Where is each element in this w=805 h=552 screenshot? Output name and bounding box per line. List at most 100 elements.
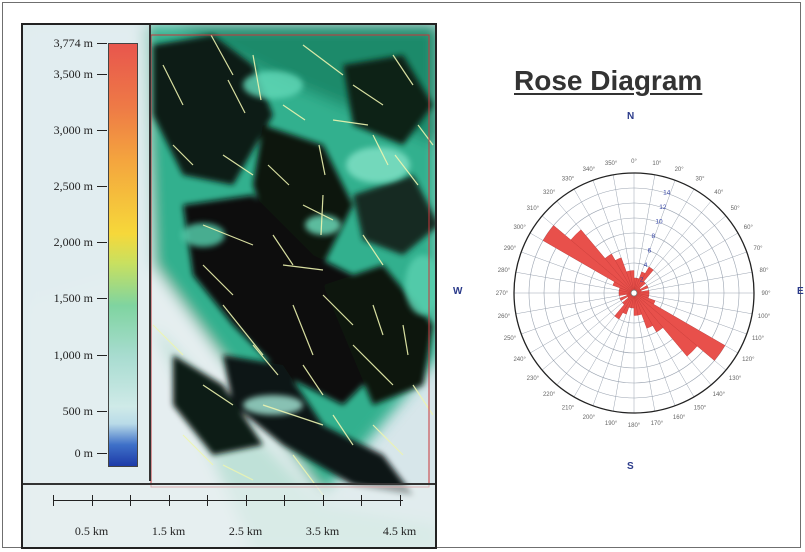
elevation-label: 500 m xyxy=(62,403,93,418)
scale-tick xyxy=(399,495,401,506)
elevation-tick xyxy=(97,73,107,75)
scale-tick xyxy=(53,495,54,506)
elevation-tick xyxy=(97,453,107,454)
rose-angle-label: 340° xyxy=(583,167,596,173)
scale-bar-line xyxy=(53,500,403,501)
rose-petal xyxy=(622,292,635,305)
rose-angle-label: 20° xyxy=(675,167,685,173)
rose-petal xyxy=(614,257,635,294)
scale-tick xyxy=(322,495,324,506)
elevation-tick xyxy=(97,298,107,300)
rose-angle-label: 350° xyxy=(605,161,618,167)
rose-radial-label: 14 xyxy=(663,190,671,197)
rose-grid-spoke xyxy=(529,292,635,354)
rose-radial-label: 8 xyxy=(652,233,656,240)
compass-south: S xyxy=(627,461,634,472)
elevation-label: 1,000 m xyxy=(53,347,93,362)
rose-angle-label: 190° xyxy=(605,421,618,427)
rose-angle-label: 130° xyxy=(729,376,742,382)
rose-angle-label: 290° xyxy=(504,246,517,252)
rose-petal xyxy=(619,292,635,301)
rose-radial-label: 4 xyxy=(644,262,648,269)
scale-label: 2.5 km xyxy=(228,524,263,538)
rose-radial-label: 6 xyxy=(648,248,652,255)
rose-angle-label: 150° xyxy=(694,405,707,411)
scale-bar: 0.5 km 1.5 km 2.5 km 3.5 km 4.5 km xyxy=(23,483,435,547)
rose-radial-label: 10 xyxy=(655,219,663,226)
rose-outer-circle xyxy=(513,172,755,414)
rose-petal xyxy=(633,281,646,294)
rose-grid-spoke xyxy=(633,251,747,294)
elevation-label: 1,500 m xyxy=(53,291,93,306)
rose-angle-label: 240° xyxy=(513,357,526,363)
rose-angle-label: 230° xyxy=(527,376,540,382)
rose-petal xyxy=(633,292,726,361)
rose-angle-label: 210° xyxy=(562,405,575,411)
rose-angle-label: 270° xyxy=(496,291,509,297)
rose-petal xyxy=(570,229,635,294)
scale-tick xyxy=(168,495,170,506)
rose-petal xyxy=(614,292,635,320)
elevation-tick xyxy=(97,354,107,356)
rose-angle-label: 250° xyxy=(504,336,517,342)
scale-tick xyxy=(245,495,247,506)
elevation-label: 0 m xyxy=(74,446,93,460)
rose-grid-spoke xyxy=(633,174,656,294)
rose-angle-label: 330° xyxy=(562,177,575,183)
rose-angle-label: 110° xyxy=(752,336,765,342)
rose-angle-label: 160° xyxy=(673,415,686,421)
rose-angle-label: 60° xyxy=(744,225,754,231)
elevation-tick xyxy=(97,129,107,131)
rose-angle-label: 180° xyxy=(628,423,641,429)
rose-angle-label: 280° xyxy=(498,268,511,274)
compass-north: N xyxy=(627,111,635,122)
rose-center xyxy=(630,289,638,297)
rose-diagram-title: Rose Diagram xyxy=(514,65,703,96)
rose-petal xyxy=(629,270,635,294)
elevation-label: 3,500 m xyxy=(53,66,93,81)
elevation-colorbar xyxy=(108,43,138,467)
compass-west: W xyxy=(453,286,463,297)
rose-angle-label: 80° xyxy=(759,268,769,274)
rose-angle-label: 70° xyxy=(754,246,764,252)
rose-angle-label: 200° xyxy=(583,415,596,421)
elevation-tick xyxy=(97,43,107,44)
rose-grid-spoke xyxy=(633,292,753,315)
rose-angle-label: 40° xyxy=(714,190,724,196)
rose-petal xyxy=(633,266,654,294)
elevation-tick xyxy=(97,410,107,412)
scale-label: 3.5 km xyxy=(305,524,340,538)
rose-grid-spoke xyxy=(633,215,727,294)
compass-east: E xyxy=(797,286,804,297)
elevation-label: 3,774 m xyxy=(53,36,93,50)
scale-tick xyxy=(207,495,208,506)
rose-angle-label: 320° xyxy=(543,190,556,196)
elevation-label: 2,500 m xyxy=(53,179,93,194)
rose-angle-label: 310° xyxy=(527,206,540,212)
elevation-tick xyxy=(97,242,107,244)
rose-grid-spoke xyxy=(515,292,635,315)
elevation-label: 2,000 m xyxy=(53,235,93,250)
rose-petal xyxy=(633,292,664,333)
terrain-image xyxy=(23,25,435,547)
rose-radial-label: 12 xyxy=(659,204,667,211)
rose-grid-spoke xyxy=(541,292,635,371)
rose-grid-spoke xyxy=(633,232,739,294)
rose-angle-label: 10° xyxy=(652,161,662,167)
rose-petal xyxy=(633,292,698,357)
rose-petal xyxy=(542,225,635,294)
elevation-tick xyxy=(97,186,107,188)
rose-grid-spoke xyxy=(521,292,635,335)
rose-angle-label: 100° xyxy=(758,314,771,320)
elevation-map: 3,774 m 3,500 m 3,000 m 2,500 m 2,000 m 1,500… xyxy=(21,23,437,549)
rose-angle-label: 220° xyxy=(543,392,556,398)
rose-radial-label: 2 xyxy=(640,277,644,284)
rose-petal xyxy=(604,253,635,294)
elevation-label: 3,000 m xyxy=(53,122,93,137)
scale-label: 1.5 km xyxy=(151,524,186,538)
rose-petal xyxy=(633,292,654,329)
rose-angle-label: 30° xyxy=(695,177,705,183)
rose-angle-label: 170° xyxy=(651,421,664,427)
scale-tick xyxy=(284,495,285,506)
